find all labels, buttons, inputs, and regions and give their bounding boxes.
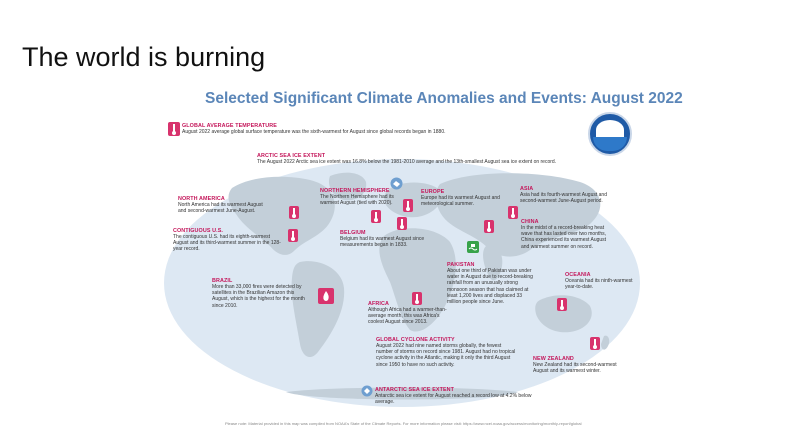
event-text: New Zealand had its second-warmest Augus… [533,362,617,375]
sea-ice-icon [361,385,373,397]
event-text: Belgium had its warmest August since mea… [340,236,425,249]
event-title: EUROPE [421,189,445,195]
event-europe: EUROPE Europe had its warmest August and… [421,189,501,207]
thermometer-icon [412,292,422,305]
thermometer-icon [168,122,180,136]
event-africa: AFRICA Although Africa had a warmer-than… [368,301,452,326]
event-title: BRAZIL [212,278,233,284]
event-title: NORTH AMERICA [178,196,225,202]
event-text: The contiguous U.S. had its eighth-warme… [173,234,281,253]
thermometer-icon [484,220,494,233]
event-oceania: OCEANIA Oceania had its ninth-warmest ye… [565,272,645,290]
event-text: Antarctic sea ice extent for August reac… [375,393,532,406]
event-title: CONTIGUOUS U.S. [173,228,224,234]
thermometer-icon [288,229,298,242]
event-text: North America had its warmest August and… [178,202,263,215]
event-belgium: BELGIUM Belgium had its warmest August s… [340,230,430,248]
event-title: ARCTIC SEA ICE EXTENT [257,153,326,159]
event-title: CHINA [521,219,539,225]
event-title: PAKISTAN [447,262,475,268]
event-title: BELGIUM [340,230,366,236]
thermometer-icon [371,210,381,223]
map-title: Selected Significant Climate Anomalies a… [205,90,683,107]
event-new-zealand: NEW ZEALAND New Zealand had its second-w… [533,356,625,374]
event-antarctic-sea-ice: ANTARCTIC SEA ICE EXTENT Antarctic sea i… [273,387,533,405]
fire-icon [318,288,334,304]
event-text: More than 33,000 fires were detected by … [212,284,305,309]
event-title: NORTHERN HEMISPHERE [320,188,390,194]
event-asia: ASIA Asia had its fourth-warmest August … [520,186,608,204]
noaa-logo [588,112,632,156]
event-text: Asia had its fourth-warmest August and s… [520,192,607,205]
event-north-america: NORTH AMERICA North America had its warm… [178,196,268,214]
thermometer-icon [590,337,600,350]
thermometer-icon [508,206,518,219]
event-title: ANTARCTIC SEA ICE EXTENT [375,387,455,393]
event-text: Europe had its warmest August and meteor… [421,195,500,208]
event-text: In the midst of a record-breaking heat w… [521,225,607,250]
thermometer-icon [397,217,407,230]
event-title: ASIA [520,186,534,192]
event-brazil: BRAZIL More than 33,000 fires were detec… [212,278,308,309]
event-global-cyclone-activity: GLOBAL CYCLONE ACTIVITY August 2022 had … [376,337,516,368]
event-text: Oceania had its ninth-warmest year-to-da… [565,278,633,291]
thermometer-icon [289,206,299,219]
event-title: NEW ZEALAND [533,356,574,362]
event-title: GLOBAL AVERAGE TEMPERATURE [182,123,277,129]
event-pakistan: PAKISTAN About one third of Pakistan was… [447,262,537,305]
event-contiguous-us: CONTIGUOUS U.S. The contiguous U.S. had … [173,228,281,253]
event-arctic-sea-ice: ARCTIC SEA ICE EXTENT The August 2022 Ar… [257,153,587,165]
event-text: August 2022 average global surface tempe… [182,129,446,135]
event-china: CHINA In the midst of a record-breaking … [521,219,613,250]
flood-icon [467,241,479,253]
slide-title: The world is burning [22,42,266,72]
event-text: Although Africa had a warmer-than-averag… [368,307,447,326]
thermometer-icon [403,199,413,212]
event-global-average-temperature: GLOBAL AVERAGE TEMPERATURE August 2022 a… [182,123,446,135]
event-title: GLOBAL CYCLONE ACTIVITY [376,337,455,343]
event-northern-hemisphere: NORTHERN HEMISPHERE The Northern Hemisph… [320,188,406,206]
footnote: Please note: Material provided in this m… [225,421,582,426]
event-text: The Northern Hemisphere had its warmest … [320,194,394,207]
event-text: About one third of Pakistan was under wa… [447,268,533,306]
event-title: OCEANIA [565,272,591,278]
event-title: AFRICA [368,301,389,307]
event-text: August 2022 had nine named storms global… [376,343,516,368]
sea-ice-icon [390,177,403,190]
thermometer-icon [557,298,567,311]
event-text: The August 2022 Arctic sea ice extent wa… [257,159,557,165]
